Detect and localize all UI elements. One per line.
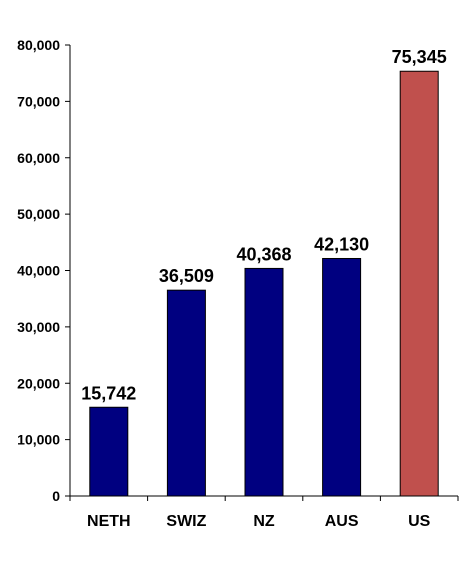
bar-swiz [166, 289, 206, 497]
data-labels: 15,742 36,509 40,368 42,130 75,345 [81, 47, 446, 403]
y-tick-label: 20,000 [17, 375, 60, 391]
bars [89, 70, 439, 497]
data-label-swiz: 36,509 [159, 266, 214, 286]
x-tick-label-us: US [408, 513, 431, 530]
y-tick-label: 30,000 [17, 319, 60, 335]
bar-aus [322, 257, 362, 497]
y-tick-label: 70,000 [17, 93, 60, 109]
data-label-neth: 15,742 [81, 383, 136, 403]
x-tick-label-aus: AUS [325, 513, 359, 530]
y-tick-label: 60,000 [17, 150, 60, 166]
y-tick-label: 40,000 [17, 263, 60, 279]
y-tick-label: 10,000 [17, 432, 60, 448]
x-tick-label-neth: NETH [87, 513, 131, 530]
data-label-nz: 40,368 [236, 244, 291, 264]
y-tick-label: 50,000 [17, 206, 60, 222]
x-tick-label-swiz: SWIZ [166, 513, 206, 530]
data-label-aus: 42,130 [314, 234, 369, 254]
x-tick-label-nz: NZ [253, 513, 275, 530]
data-label-us: 75,345 [392, 47, 447, 67]
bar-neth [89, 406, 129, 497]
bar-us [399, 70, 439, 497]
y-tick-label: 0 [52, 488, 60, 504]
y-axis: 0 10,000 20,000 30,000 40,000 50,000 60,000 70,… [17, 37, 71, 504]
y-tick-label: 80,000 [17, 37, 60, 53]
x-axis: NETH SWIZ NZ AUS US [69, 495, 459, 530]
bar-nz [244, 267, 284, 497]
